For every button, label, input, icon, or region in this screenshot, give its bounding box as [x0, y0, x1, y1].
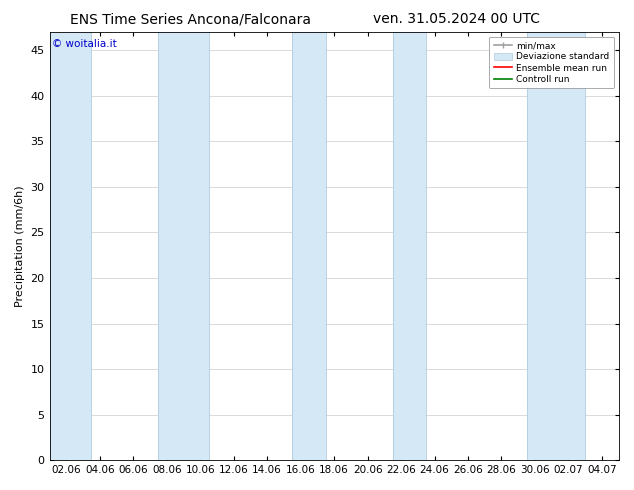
Text: © woitalia.it: © woitalia.it	[53, 39, 117, 49]
Bar	[292, 32, 326, 460]
Text: ENS Time Series Ancona/Falconara: ENS Time Series Ancona/Falconara	[70, 12, 311, 26]
Bar	[49, 32, 91, 460]
Legend: min/max, Deviazione standard, Ensemble mean run, Controll run: min/max, Deviazione standard, Ensemble m…	[489, 37, 614, 89]
Bar	[527, 32, 585, 460]
Bar	[392, 32, 426, 460]
Y-axis label: Precipitation (mm/6h): Precipitation (mm/6h)	[15, 185, 25, 307]
Bar	[158, 32, 209, 460]
Text: ven. 31.05.2024 00 UTC: ven. 31.05.2024 00 UTC	[373, 12, 540, 26]
